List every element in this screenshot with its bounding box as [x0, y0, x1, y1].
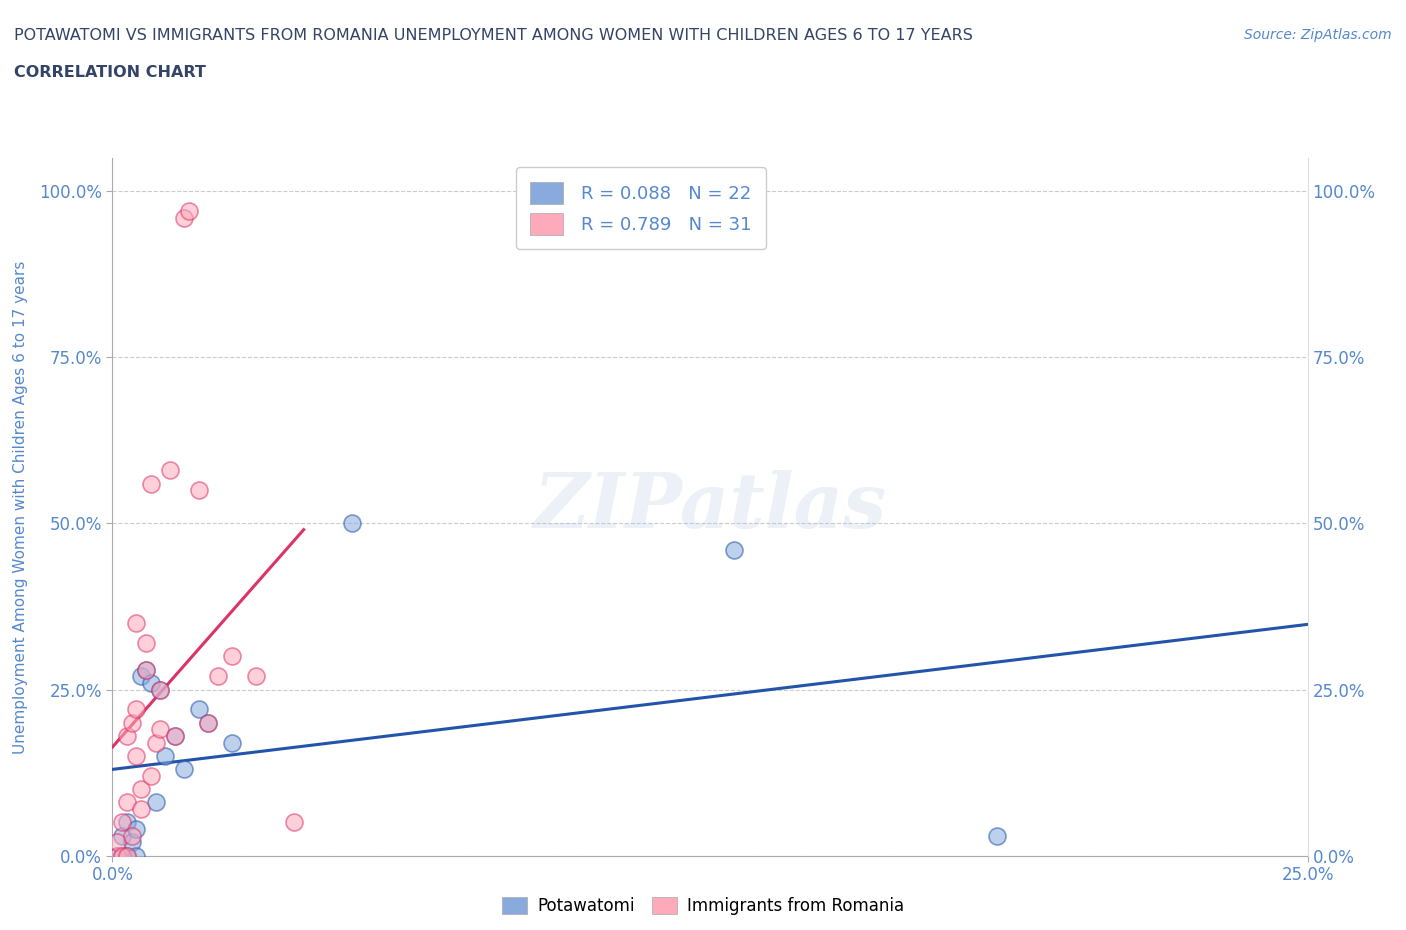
Point [177, 204, 200, 219]
Point [207, 669, 229, 684]
Point [159, 463, 181, 478]
Point [221, 649, 243, 664]
Point [125, 749, 148, 764]
Point [245, 669, 267, 684]
Point [187, 702, 209, 717]
Point [115, 848, 138, 863]
Point [139, 768, 162, 783]
Point [121, 829, 143, 844]
Text: CORRELATION CHART: CORRELATION CHART [14, 65, 205, 80]
Point [135, 662, 157, 677]
Point [145, 795, 167, 810]
Point [121, 835, 143, 850]
Point [105, 848, 128, 863]
Point [723, 542, 745, 557]
Point [149, 682, 172, 697]
Point [129, 669, 152, 684]
Point [105, 848, 128, 863]
Legend: R = 0.088   N = 22, R = 0.789   N = 31: R = 0.088 N = 22, R = 0.789 N = 31 [516, 167, 766, 249]
Point [139, 476, 162, 491]
Point [283, 815, 305, 830]
Text: ZIPatlas: ZIPatlas [533, 470, 887, 544]
Point [153, 749, 176, 764]
Point [197, 715, 219, 730]
Point [139, 675, 162, 690]
Y-axis label: Unemployment Among Women with Children Ages 6 to 17 years: Unemployment Among Women with Children A… [13, 260, 28, 753]
Point [149, 722, 172, 737]
Point [125, 702, 148, 717]
Point [187, 483, 209, 498]
Point [111, 815, 134, 830]
Point [129, 802, 152, 817]
Point [221, 736, 243, 751]
Point [163, 728, 186, 743]
Point [197, 715, 219, 730]
Point [111, 848, 134, 863]
Point [173, 210, 195, 225]
Point [986, 829, 1008, 844]
Point [115, 728, 138, 743]
Point [111, 848, 134, 863]
Point [121, 715, 143, 730]
Point [105, 835, 128, 850]
Point [163, 728, 186, 743]
Point [135, 662, 157, 677]
Point [111, 829, 134, 844]
Point [145, 736, 167, 751]
Point [125, 821, 148, 836]
Point [149, 682, 172, 697]
Point [340, 516, 363, 531]
Point [173, 762, 195, 777]
Point [115, 848, 138, 863]
Text: Source: ZipAtlas.com: Source: ZipAtlas.com [1244, 28, 1392, 42]
Point [135, 635, 157, 650]
Point [129, 782, 152, 797]
Point [115, 795, 138, 810]
Point [125, 848, 148, 863]
Text: POTAWATOMI VS IMMIGRANTS FROM ROMANIA UNEMPLOYMENT AMONG WOMEN WITH CHILDREN AGE: POTAWATOMI VS IMMIGRANTS FROM ROMANIA UN… [14, 28, 973, 43]
Point [115, 815, 138, 830]
Legend: Potawatomi, Immigrants from Romania: Potawatomi, Immigrants from Romania [496, 890, 910, 922]
Point [125, 616, 148, 631]
